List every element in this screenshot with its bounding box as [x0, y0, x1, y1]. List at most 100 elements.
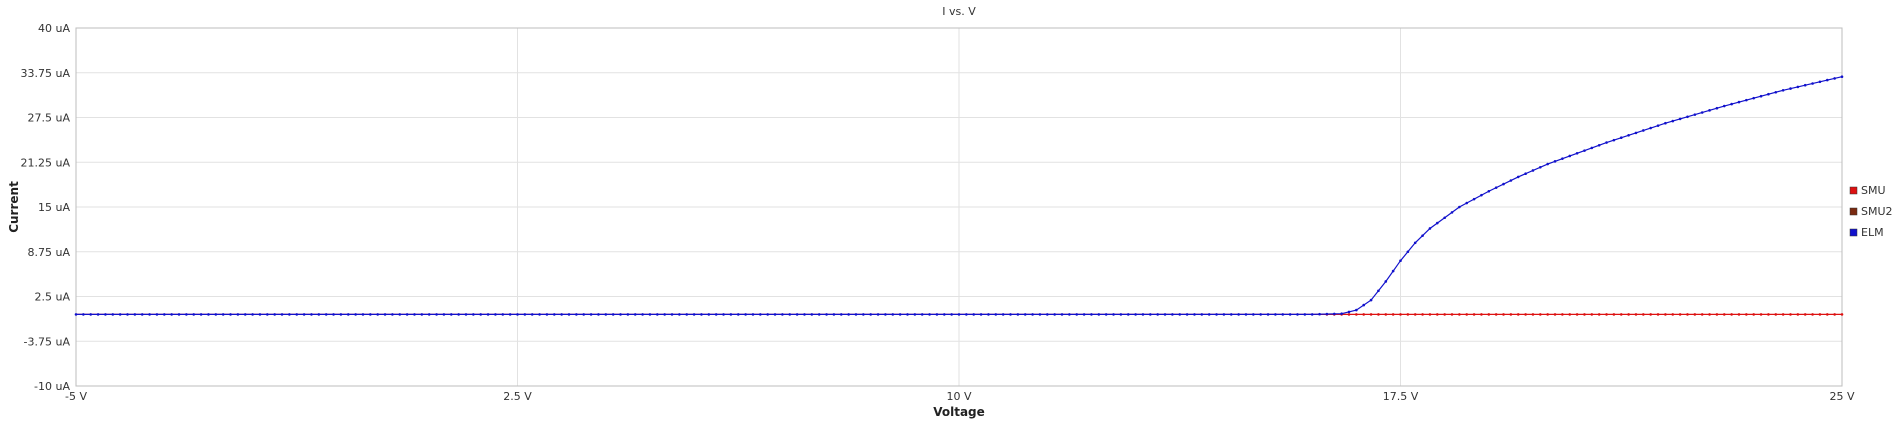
data-point-elm [1539, 165, 1542, 169]
data-point-elm [523, 313, 527, 316]
data-point-elm [1149, 313, 1152, 316]
data-point-elm [501, 313, 505, 316]
data-point-elm [1185, 313, 1189, 316]
data-point-smu [1745, 313, 1748, 316]
data-point-elm [405, 313, 409, 316]
data-point-elm [457, 313, 460, 316]
data-point-elm [1296, 313, 1299, 316]
data-point-elm [1502, 182, 1505, 186]
data-point-elm [530, 313, 534, 316]
data-point-elm [994, 313, 998, 316]
data-point-elm [1171, 313, 1174, 316]
data-point-elm [413, 313, 416, 316]
data-point-elm [700, 313, 703, 316]
data-point-elm [464, 313, 468, 316]
data-point-smu [1480, 313, 1483, 316]
data-point-elm [1516, 175, 1520, 179]
data-point-elm [494, 313, 497, 316]
data-point-elm [339, 313, 343, 316]
data-point-elm [1068, 313, 1071, 316]
data-point-smu [1465, 313, 1469, 316]
data-point-elm [118, 313, 122, 316]
data-point-elm [1332, 312, 1336, 316]
data-point-elm [1126, 313, 1130, 316]
data-point-smu [1811, 313, 1814, 316]
data-point-elm [773, 313, 777, 316]
data-point-smu [1487, 313, 1491, 316]
data-point-elm [508, 313, 512, 316]
data-point-elm [1340, 312, 1343, 315]
data-point-elm [1649, 126, 1652, 130]
data-point-smu [1553, 313, 1557, 316]
data-point-smu [1722, 313, 1726, 316]
legend-label-smu2: SMU2 [1861, 205, 1893, 218]
data-point-elm [1229, 313, 1233, 316]
data-point-elm [104, 313, 107, 316]
data-point-smu [1686, 313, 1689, 316]
data-point-elm [1038, 313, 1042, 316]
data-point-smu [1347, 313, 1351, 316]
data-point-elm [258, 313, 262, 316]
data-point-elm [1450, 211, 1454, 214]
data-point-elm [214, 313, 218, 316]
data-point-elm [884, 313, 887, 316]
data-point-elm [854, 313, 858, 316]
data-point-smu [1840, 313, 1844, 316]
data-point-elm [685, 313, 689, 316]
data-point-elm [707, 313, 711, 316]
data-point-smu [1406, 313, 1410, 316]
y-tick-label: -3.75 uA [24, 335, 71, 348]
data-point-smu [1767, 313, 1770, 316]
data-point-smu [1693, 313, 1697, 316]
data-point-smu [1649, 313, 1652, 316]
data-point-smu [1391, 313, 1395, 316]
legend-label-smu: SMU [1861, 184, 1886, 197]
data-point-elm [1413, 241, 1417, 245]
y-tick-label: -10 uA [34, 380, 70, 393]
data-point-elm [243, 313, 247, 316]
data-point-elm [1553, 160, 1557, 163]
plot-area-frame [75, 27, 1843, 387]
data-point-elm [1597, 143, 1601, 147]
data-point-smu [1450, 313, 1454, 316]
data-point-elm [1612, 138, 1616, 142]
data-point-smu [1597, 313, 1601, 316]
data-point-elm [1200, 313, 1204, 316]
data-point-smu [1355, 313, 1358, 316]
data-point-elm [582, 313, 586, 316]
data-point-elm [766, 313, 769, 316]
data-point-smu [1502, 313, 1505, 316]
data-point-smu [1737, 313, 1741, 316]
legend-label-elm: ELM [1861, 226, 1884, 239]
data-point-elm [280, 313, 284, 316]
data-point-elm [1023, 313, 1027, 316]
data-point-elm [817, 313, 821, 316]
data-point-elm [913, 313, 917, 316]
data-point-elm [832, 313, 836, 316]
data-point-elm [781, 313, 784, 316]
data-point-elm [1310, 313, 1314, 316]
data-point-elm [1730, 102, 1733, 106]
data-point-smu [1494, 313, 1498, 316]
data-point-elm [972, 313, 976, 316]
data-point-elm [641, 313, 644, 316]
data-point-elm [1634, 131, 1638, 135]
data-point-elm [1825, 78, 1829, 82]
data-point-elm [133, 313, 137, 316]
data-point-elm [714, 313, 718, 316]
data-point-smu [1818, 313, 1822, 316]
data-point-elm [1619, 136, 1623, 140]
data-point-smu [1619, 313, 1623, 316]
data-point-elm [1789, 87, 1792, 90]
data-point-elm [589, 313, 593, 316]
data-point-elm [1001, 313, 1005, 316]
data-point-elm [1119, 313, 1123, 316]
y-tick-label: 33.75 uA [21, 67, 71, 80]
grid [75, 27, 1843, 387]
data-point-smu [1612, 313, 1616, 316]
data-point-elm [891, 313, 895, 316]
data-point-elm [957, 313, 961, 316]
data-point-elm [670, 313, 674, 316]
data-point-smu [1656, 313, 1660, 316]
data-point-elm [1090, 313, 1093, 316]
